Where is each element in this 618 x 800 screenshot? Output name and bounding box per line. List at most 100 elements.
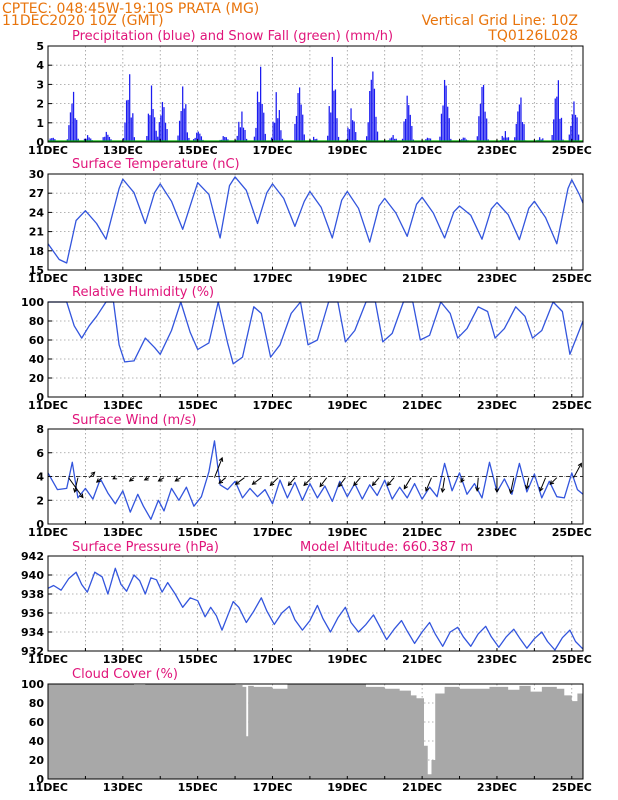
x-tick-label: 17DEC: [252, 781, 292, 794]
y-tick-label: 27: [29, 187, 44, 200]
precipitation-bar: [86, 135, 89, 142]
wind-vector-head: [287, 481, 293, 487]
precipitation-bar: [390, 137, 393, 142]
y-tick-label: 8: [36, 423, 44, 436]
precipitation-bar: [518, 104, 521, 142]
precipitation-bar: [478, 116, 480, 142]
precipitation-bar: [568, 134, 570, 142]
precipitation-bar: [517, 111, 519, 142]
precipitation-bar: [442, 105, 444, 142]
x-tick-label: 23DEC: [477, 144, 517, 157]
cloud-cover-panel: Cloud Cover (%) 0 20 40 60 80 100 11DEC 13DEC 15…: [21, 667, 592, 794]
precipitation-bar: [105, 131, 107, 142]
precipitation-bar: [328, 106, 330, 142]
precipitation-bar: [132, 113, 134, 142]
wind-vector: [549, 477, 558, 485]
precipitation-bar: [178, 120, 181, 142]
wind-vector-head: [494, 488, 500, 494]
precipitation-bar: [107, 134, 109, 142]
y-tick-label: 934: [21, 626, 44, 639]
precipitation-bar: [302, 114, 304, 142]
precipitation-bar: [294, 123, 296, 142]
precipitation-bar: [182, 86, 184, 142]
y-tick-label: 0: [36, 391, 44, 404]
precipitation-bar: [573, 101, 575, 142]
line-series-line: [47, 440, 584, 520]
precipitation-bar: [255, 127, 257, 142]
x-tick-label: 11DEC: [28, 399, 68, 412]
precipitation-bar: [242, 127, 245, 142]
precipitation-bar: [336, 118, 338, 142]
precipitation-bar: [185, 104, 187, 142]
precipitation-bar: [333, 90, 335, 142]
precipitation-bar: [72, 91, 75, 142]
wind-vector-head: [157, 477, 163, 482]
precipitation-bar: [331, 56, 333, 142]
precipitation-bar: [68, 125, 70, 142]
precipitation-bar: [440, 113, 443, 142]
precipitation-bar: [443, 79, 446, 142]
precipitation-bar: [520, 97, 522, 142]
precipitation-bar: [275, 92, 277, 142]
precipitation-bar: [130, 117, 132, 142]
precipitation-bar: [560, 117, 563, 142]
precipitation-bar: [484, 111, 486, 142]
wind-vector-head: [128, 477, 134, 482]
wind-vector-head: [539, 486, 544, 492]
header-model-code: TQ0126L028: [487, 28, 578, 44]
y-tick-label: 20: [29, 372, 45, 385]
x-tick-label: 17DEC: [252, 526, 292, 539]
precipitation-bar: [186, 132, 188, 142]
y-tick-label: 2: [36, 98, 44, 111]
y-tick-label: 2: [36, 494, 44, 507]
precipitation-bar: [88, 137, 90, 142]
x-tick-label: 21DEC: [402, 653, 442, 666]
precipitation-bar: [74, 118, 76, 142]
x-tick-label: 15DEC: [178, 653, 218, 666]
wind-vector-head: [338, 482, 343, 488]
precipitation-bar: [166, 129, 168, 142]
precipitation-bar: [154, 117, 156, 142]
precipitation-bar: [327, 135, 329, 142]
humidity-panel: Relative Humidity (%) 0 20 40 60 80 100 11DEC 1…: [21, 285, 592, 412]
x-tick-label: 21DEC: [402, 526, 442, 539]
precipitation-bar: [395, 138, 397, 142]
precipitation-bar: [330, 112, 332, 142]
precipitation-bar: [238, 121, 240, 142]
wind-vector-head: [508, 489, 514, 495]
precipitation-bar: [196, 132, 198, 142]
precipitation-bar: [274, 122, 276, 142]
wind-vector-head: [143, 476, 149, 481]
wind-vector: [270, 477, 279, 486]
x-tick-label: 11DEC: [28, 144, 68, 157]
y-tick-label: 0: [36, 773, 44, 786]
precipitation-bar: [448, 118, 450, 142]
y-tick-label: 80: [29, 697, 45, 710]
precipitation-bar: [411, 125, 413, 142]
precipitation-bar: [194, 137, 196, 142]
precipitation-bar: [222, 136, 224, 142]
x-tick-label: 13DEC: [103, 144, 143, 157]
x-tick-label: 11DEC: [28, 781, 68, 794]
precipitation-bar: [350, 108, 352, 142]
y-tick-label: 18: [29, 245, 44, 258]
x-tick-label: 25DEC: [552, 526, 592, 539]
x-tick-label: 25DEC: [552, 653, 592, 666]
y-tick-label: 60: [29, 334, 45, 347]
y-tick-label: 40: [29, 735, 45, 748]
precipitation-bar: [161, 101, 164, 142]
wind-vector-head: [425, 486, 430, 492]
precipitation-bar: [263, 112, 265, 142]
wind-vector: [235, 477, 245, 485]
x-tick-label: 13DEC: [103, 781, 143, 794]
precipitation-bar: [501, 135, 503, 142]
y-tick-label: 20: [29, 754, 45, 767]
y-tick-label: 60: [29, 716, 45, 729]
header-run-time: 11DEC2020 10Z (GMT): [2, 13, 164, 29]
wind-vector-head: [79, 493, 84, 499]
wind-vector: [175, 477, 182, 482]
wind-vector-head: [475, 487, 480, 492]
y-tick-label: 938: [21, 588, 44, 601]
y-tick-label: 80: [29, 315, 45, 328]
